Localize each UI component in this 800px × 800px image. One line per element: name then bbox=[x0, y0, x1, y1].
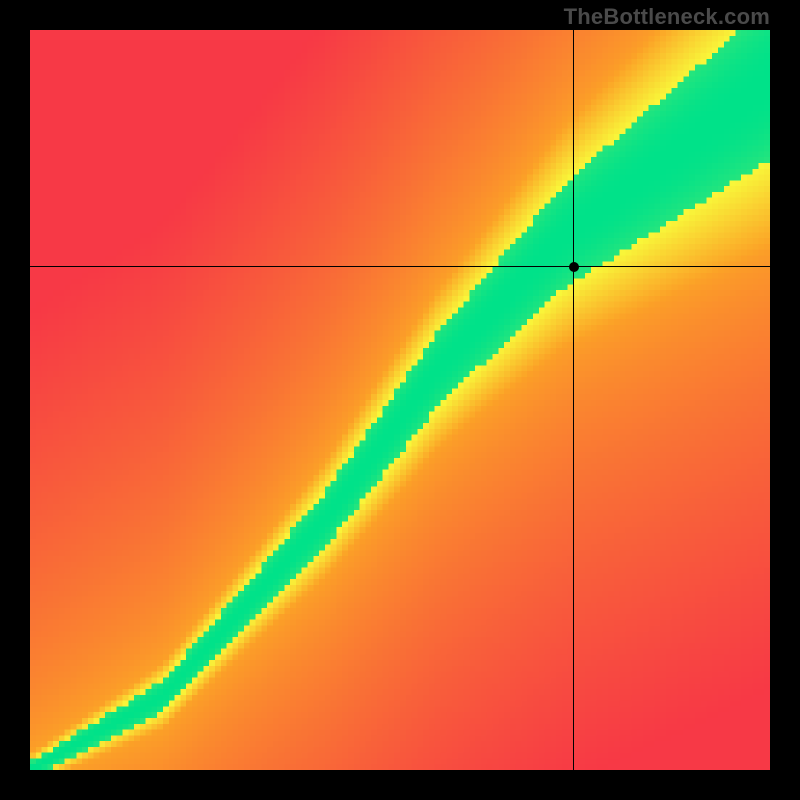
bottleneck-heatmap bbox=[30, 30, 770, 770]
vertical-crosshair bbox=[573, 30, 574, 770]
horizontal-crosshair bbox=[30, 266, 770, 267]
chart-container: TheBottleneck.com bbox=[0, 0, 800, 800]
watermark-text: TheBottleneck.com bbox=[564, 4, 770, 30]
data-point-marker bbox=[569, 262, 579, 272]
